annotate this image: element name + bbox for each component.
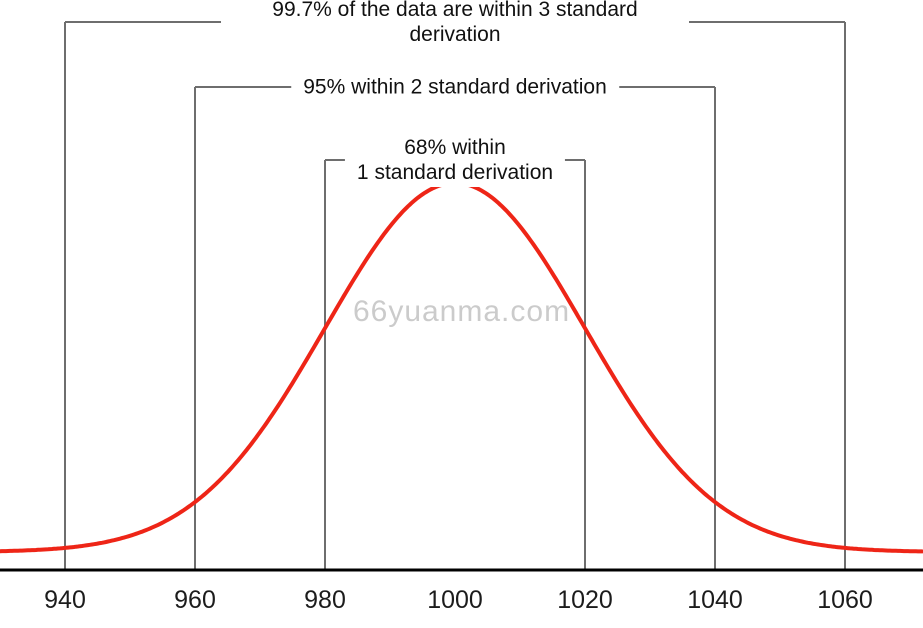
x-tick-label-1000: 1000 — [427, 586, 483, 614]
annotation-1-sigma: 68% within 1 standard derivation — [344, 133, 566, 187]
x-tick-label-1020: 1020 — [557, 586, 613, 614]
x-tick-label-960: 960 — [174, 586, 216, 614]
annotation-3-sigma: 99.7% of the data are within 3 standard … — [221, 0, 689, 49]
bell-curve — [0, 181, 923, 554]
annotation-2-sigma: 95% within 2 standard derivation — [291, 72, 619, 102]
x-tick-label-980: 980 — [304, 586, 346, 614]
x-tick-label-1040: 1040 — [687, 586, 743, 614]
x-tick-label-1060: 1060 — [817, 586, 873, 614]
x-tick-label-940: 940 — [44, 586, 86, 614]
